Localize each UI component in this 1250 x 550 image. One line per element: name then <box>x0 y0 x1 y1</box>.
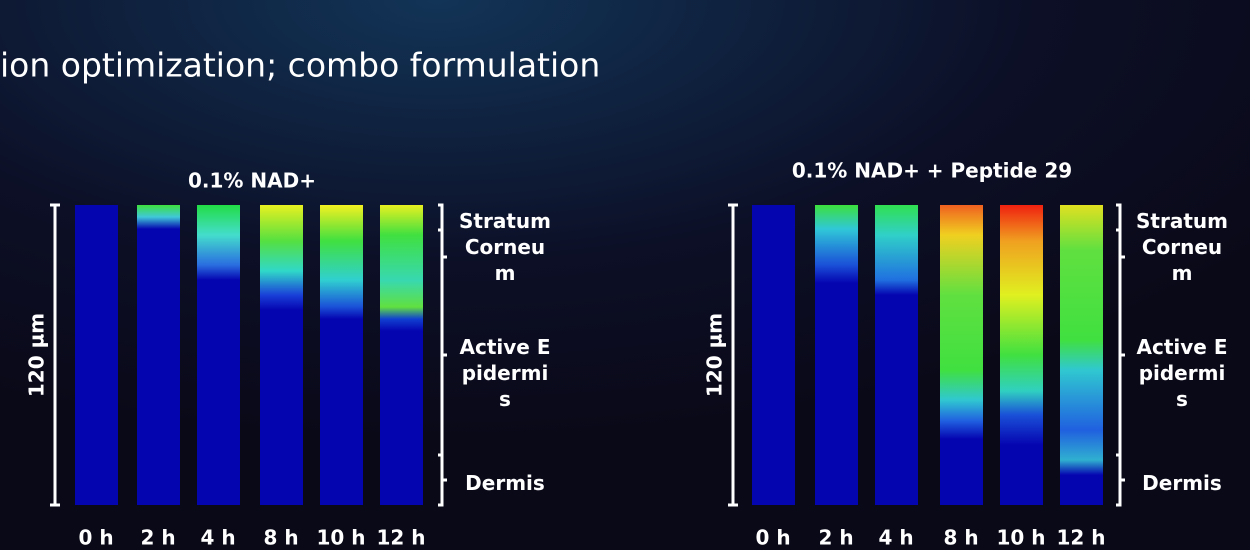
heatmap-column <box>752 205 795 505</box>
layer-bracket <box>438 203 447 507</box>
time-label: 4 h <box>878 526 913 550</box>
y-label: 120 µm <box>703 313 727 397</box>
heatmap-column <box>875 205 918 505</box>
time-label: 10 h <box>996 526 1045 550</box>
layer-label: Active Epidermis <box>459 335 551 411</box>
scale-bracket <box>50 203 60 507</box>
time-label: 4 h <box>200 526 235 550</box>
y-label: 120 µm <box>25 313 49 397</box>
time-label: 2 h <box>818 526 853 550</box>
heatmap-column <box>1000 205 1043 505</box>
time-label: 2 h <box>140 526 175 550</box>
slide-title: ion optimization; combo formulation <box>0 46 600 85</box>
layer-label: Stratum Corneum <box>1136 209 1228 285</box>
time-label: 8 h <box>263 526 298 550</box>
time-label: 0 h <box>755 526 790 550</box>
heatmap-column <box>260 205 303 505</box>
heatmap-column <box>940 205 983 505</box>
panel-title: 0.1% NAD+ <box>188 169 316 193</box>
heatmap-column <box>1060 205 1103 505</box>
time-label: 8 h <box>943 526 978 550</box>
heatmap-column <box>197 205 240 505</box>
heatmap-column <box>380 205 423 505</box>
heatmap-column <box>137 205 180 505</box>
layer-label: Dermis <box>465 471 545 495</box>
time-label: 12 h <box>376 526 425 550</box>
layer-label: Active Epidermis <box>1136 335 1228 411</box>
layer-bracket <box>1116 203 1125 507</box>
time-label: 10 h <box>316 526 365 550</box>
time-label: 0 h <box>78 526 113 550</box>
layer-label: Stratum Corneum <box>459 209 551 285</box>
scale-bracket <box>728 203 738 507</box>
layer-label: Dermis <box>1142 471 1222 495</box>
time-label: 12 h <box>1056 526 1105 550</box>
panel-title: 0.1% NAD+ + Peptide 29 <box>792 159 1072 183</box>
heatmap-column <box>320 205 363 505</box>
heatmap-column <box>815 205 858 505</box>
heatmap-column <box>75 205 118 505</box>
